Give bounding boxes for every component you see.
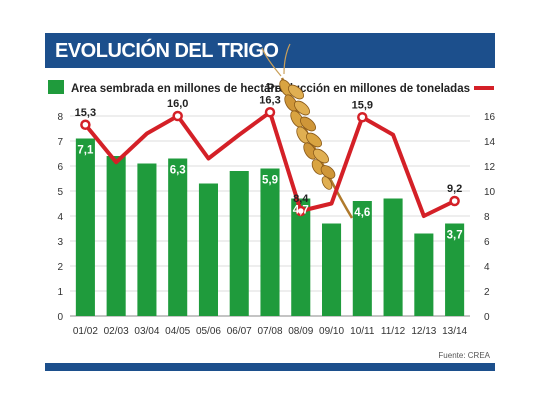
line-point	[80, 119, 91, 130]
category-label: 09/10	[319, 326, 344, 337]
left-tick-label: 7	[57, 137, 63, 148]
bar-value-labels: 7,1 6,3 5,9 4,7 4,6 3,7	[77, 145, 462, 242]
bar	[322, 223, 342, 316]
source-note: Fuente: CREA	[438, 351, 490, 360]
bar	[445, 223, 465, 316]
line-value-label: 15,9	[352, 99, 373, 111]
line-point	[172, 110, 183, 122]
category-label: 03/04	[134, 326, 159, 337]
left-tick-label: 2	[57, 262, 63, 273]
bar	[106, 156, 126, 316]
bar	[229, 171, 249, 316]
line-value-labels: 15,3 16,0 16,3 8,4 15,9 9,2	[75, 94, 463, 205]
bar	[137, 163, 157, 316]
bar	[352, 201, 372, 316]
category-label: 05/06	[196, 326, 221, 337]
right-tick-label: 0	[484, 312, 490, 323]
line-value-label: 9,2	[447, 183, 462, 195]
left-tick-label: 6	[57, 162, 63, 173]
right-tick-label: 2	[484, 287, 490, 298]
category-label: 13/14	[442, 326, 467, 337]
line-value-label: 8,4	[293, 193, 309, 205]
left-tick-label: 3	[57, 237, 63, 248]
category-label: 11/12	[381, 326, 406, 337]
category-label: 04/05	[165, 326, 190, 337]
chart-title: EVOLUCIÓN DEL TRIGO	[55, 40, 279, 62]
category-labels: 01/02 02/03 03/04 04/05 05/06 06/07 07/08 08/09…	[73, 326, 468, 337]
wheat-ear-icon	[261, 43, 354, 219]
right-tick-label: 14	[484, 137, 496, 148]
category-label: 12/13	[411, 326, 436, 337]
category-label: 08/09	[288, 326, 313, 337]
bar-value-label: 4,6	[354, 207, 370, 219]
line-value-label: 16,0	[167, 98, 188, 110]
line-value-label: 15,3	[75, 107, 96, 119]
bar	[260, 168, 280, 316]
category-label: 01/02	[73, 326, 98, 337]
bar-value-label: 7,1	[77, 145, 94, 157]
production-line-layer	[80, 107, 460, 218]
category-label: 10/11	[350, 326, 375, 337]
legend-bars-swatch	[48, 80, 64, 94]
category-label: 02/03	[104, 326, 129, 337]
category-label: 07/08	[257, 326, 282, 337]
line-point	[264, 107, 276, 118]
bar	[414, 233, 434, 316]
right-tick-label: 4	[484, 262, 490, 273]
right-axis-ticks: 0 2 4 6 8 10 12 14 16	[484, 112, 496, 323]
bar	[75, 138, 95, 316]
line-point	[357, 112, 368, 123]
bar	[168, 158, 188, 316]
bar	[383, 198, 403, 316]
right-tick-label: 10	[484, 187, 496, 198]
left-tick-label: 1	[57, 287, 63, 298]
left-tick-label: 5	[57, 187, 63, 198]
left-tick-label: 0	[57, 312, 63, 323]
line-point	[295, 205, 307, 217]
legend-bars-label: Area sembrada en millones de hectáreas	[71, 83, 294, 95]
legend-line-label: Producción en millones de toneladas	[267, 83, 470, 95]
bar	[291, 198, 311, 316]
bar-value-label: 3,7	[447, 230, 463, 242]
right-tick-label: 12	[484, 162, 496, 173]
bars	[75, 138, 465, 316]
right-tick-label: 6	[484, 237, 490, 248]
line-value-label: 16,3	[259, 94, 280, 106]
bar-value-label: 5,9	[262, 175, 278, 187]
bar-value-label: 4,7	[293, 205, 309, 217]
left-tick-label: 4	[57, 212, 63, 223]
bar	[198, 183, 218, 316]
right-tick-label: 8	[484, 212, 490, 223]
bar-value-label: 6,3	[170, 165, 186, 177]
left-axis-ticks: 0 1 2 3 4 5 6 7 8	[57, 112, 63, 323]
bottom-bar	[45, 363, 495, 371]
line-point	[449, 195, 460, 207]
right-tick-label: 16	[484, 112, 496, 123]
category-label: 06/07	[227, 326, 252, 337]
left-tick-label: 8	[57, 112, 63, 123]
